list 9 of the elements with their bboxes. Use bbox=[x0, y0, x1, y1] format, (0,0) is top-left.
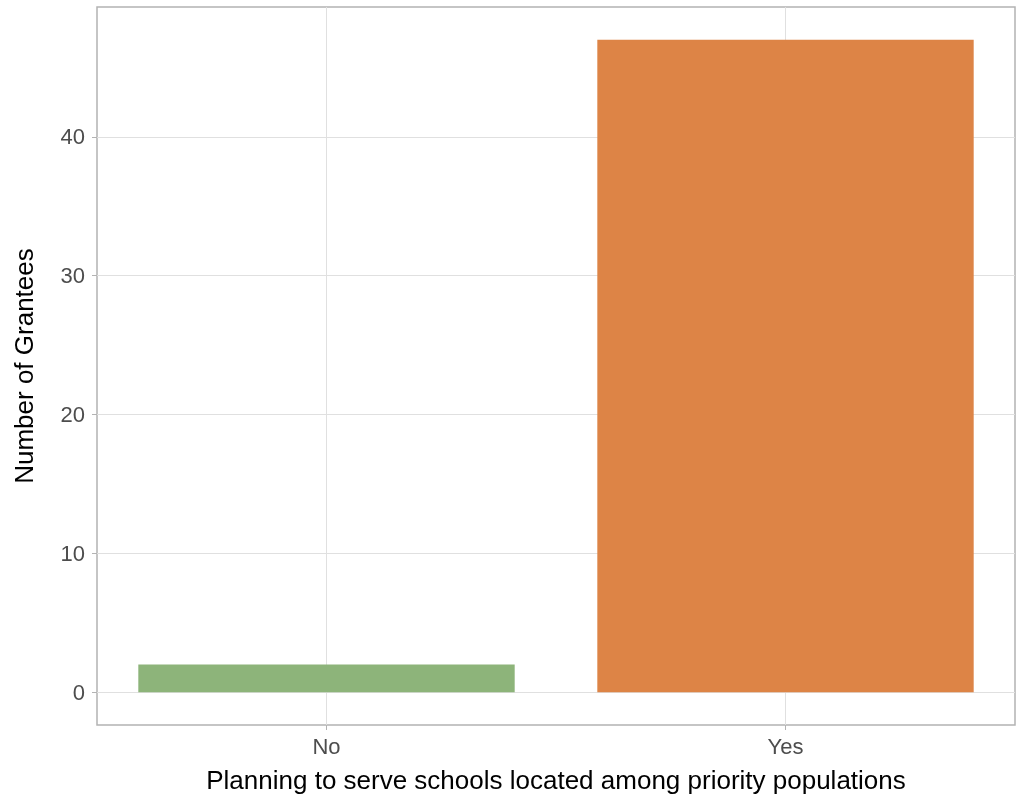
y-axis-title: Number of Grantees bbox=[9, 248, 39, 484]
y-tick-label: 40 bbox=[60, 124, 85, 150]
y-tick-label: 0 bbox=[72, 679, 85, 705]
y-tick-label: 10 bbox=[60, 540, 85, 566]
x-axis-title: Planning to serve schools located among priority populations bbox=[206, 765, 906, 795]
x-tick-label: Yes bbox=[767, 733, 804, 759]
y-tick-label: 20 bbox=[60, 402, 85, 428]
x-tick-label: No bbox=[312, 733, 341, 759]
y-tick-label: 30 bbox=[60, 263, 85, 289]
